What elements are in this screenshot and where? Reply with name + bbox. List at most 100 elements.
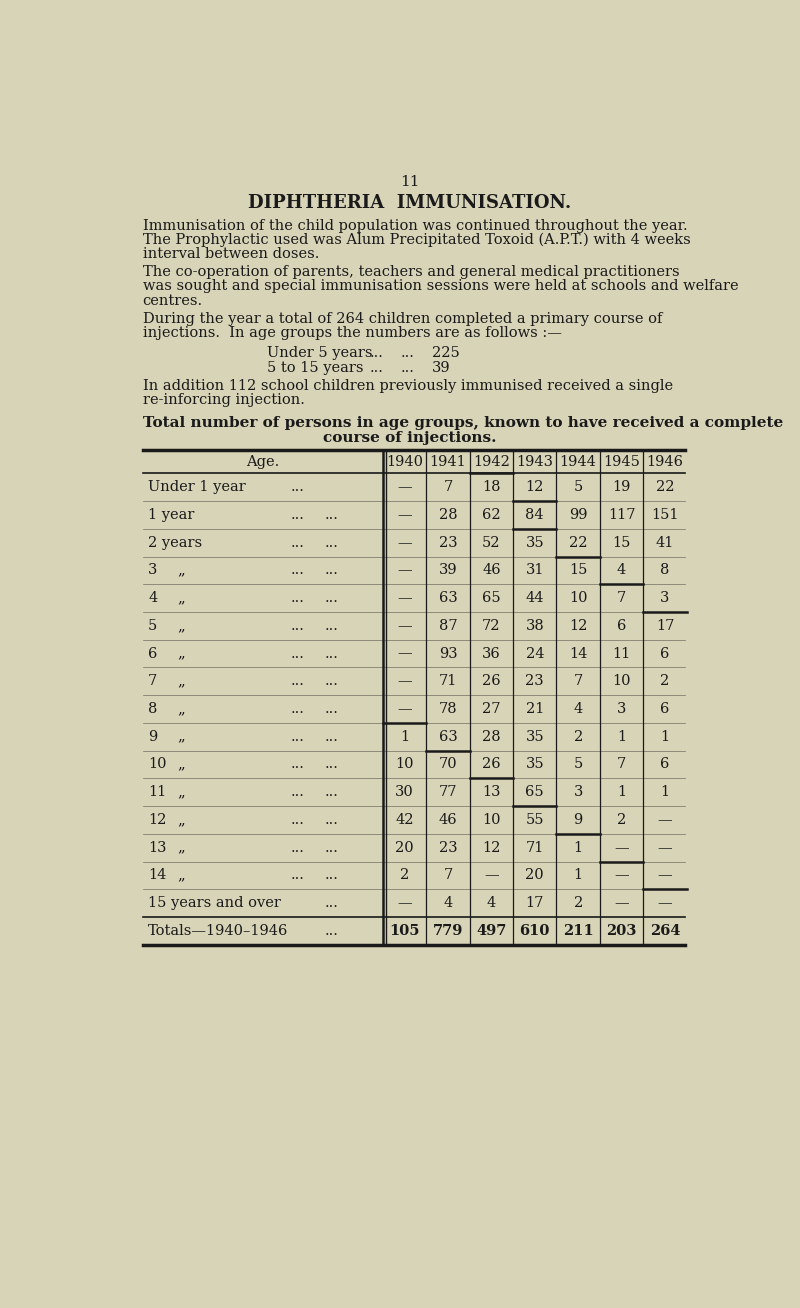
Text: 3: 3: [574, 785, 583, 799]
Text: 15 years and over: 15 years and over: [148, 896, 281, 910]
Text: 39: 39: [432, 361, 450, 374]
Text: —: —: [398, 646, 412, 661]
Text: 39: 39: [438, 564, 458, 577]
Text: 225: 225: [432, 347, 459, 361]
Text: 4: 4: [443, 896, 453, 910]
Text: 87: 87: [438, 619, 458, 633]
Text: 26: 26: [482, 757, 501, 772]
Text: 8: 8: [148, 702, 158, 715]
Text: 36: 36: [482, 646, 501, 661]
Text: 7: 7: [617, 757, 626, 772]
Text: —: —: [398, 675, 412, 688]
Text: 46: 46: [438, 814, 458, 827]
Text: 12: 12: [526, 480, 544, 494]
Text: ...: ...: [401, 361, 414, 374]
Text: 52: 52: [482, 536, 501, 549]
Text: 6: 6: [617, 619, 626, 633]
Text: 8: 8: [660, 564, 670, 577]
Text: „: „: [178, 841, 185, 854]
Text: 11: 11: [400, 175, 420, 188]
Text: 84: 84: [526, 508, 544, 522]
Text: During the year a total of 264 children completed a primary course of: During the year a total of 264 children …: [142, 311, 662, 326]
Text: Age.: Age.: [246, 455, 279, 470]
Text: 1946: 1946: [646, 455, 683, 470]
Text: 151: 151: [651, 508, 678, 522]
Text: 10: 10: [395, 757, 414, 772]
Text: ...: ...: [325, 896, 338, 910]
Text: 41: 41: [656, 536, 674, 549]
Text: 4: 4: [617, 564, 626, 577]
Text: 5: 5: [574, 480, 582, 494]
Text: injections.  In age groups the numbers are as follows :—: injections. In age groups the numbers ar…: [142, 326, 562, 340]
Text: 1945: 1945: [603, 455, 640, 470]
Text: 9: 9: [148, 730, 158, 744]
Text: 21: 21: [526, 702, 544, 715]
Text: 5 to 15 years: 5 to 15 years: [266, 361, 363, 374]
Text: 1942: 1942: [473, 455, 510, 470]
Text: —: —: [484, 869, 498, 883]
Text: 12: 12: [482, 841, 501, 854]
Text: 1: 1: [617, 730, 626, 744]
Text: 1: 1: [574, 869, 582, 883]
Text: 3: 3: [148, 564, 158, 577]
Text: 1: 1: [574, 841, 582, 854]
Text: 35: 35: [526, 757, 544, 772]
Text: ...: ...: [325, 591, 338, 606]
Text: „: „: [178, 702, 185, 715]
Text: 11: 11: [613, 646, 630, 661]
Text: „: „: [178, 757, 185, 772]
Text: 5: 5: [148, 619, 158, 633]
Text: 7: 7: [443, 869, 453, 883]
Text: 19: 19: [612, 480, 630, 494]
Text: 22: 22: [569, 536, 587, 549]
Text: ...: ...: [325, 841, 338, 854]
Text: 99: 99: [569, 508, 587, 522]
Text: ...: ...: [290, 785, 305, 799]
Text: 38: 38: [526, 619, 544, 633]
Text: ...: ...: [325, 702, 338, 715]
Text: ...: ...: [290, 508, 305, 522]
Text: 497: 497: [476, 923, 506, 938]
Text: —: —: [398, 564, 412, 577]
Text: Total number of persons in age groups, known to have received a complete: Total number of persons in age groups, k…: [142, 416, 783, 430]
Text: ...: ...: [290, 814, 305, 827]
Text: 2: 2: [574, 730, 582, 744]
Text: 10: 10: [612, 675, 631, 688]
Text: 7: 7: [443, 480, 453, 494]
Text: 203: 203: [606, 923, 637, 938]
Text: Under 1 year: Under 1 year: [148, 480, 246, 494]
Text: 1943: 1943: [516, 455, 554, 470]
Text: 11: 11: [148, 785, 166, 799]
Text: 4: 4: [574, 702, 582, 715]
Text: 3: 3: [660, 591, 670, 606]
Text: 6: 6: [660, 702, 670, 715]
Text: ...: ...: [401, 347, 414, 361]
Text: 18: 18: [482, 480, 501, 494]
Text: 26: 26: [482, 675, 501, 688]
Text: ...: ...: [290, 480, 305, 494]
Text: 13: 13: [482, 785, 501, 799]
Text: The co-operation of parents, teachers and general medical practitioners: The co-operation of parents, teachers an…: [142, 266, 679, 279]
Text: —: —: [398, 619, 412, 633]
Text: 44: 44: [526, 591, 544, 606]
Text: 1: 1: [661, 730, 670, 744]
Text: 23: 23: [438, 841, 458, 854]
Text: 12: 12: [569, 619, 587, 633]
Text: Immunisation of the child population was continued throughout the year.: Immunisation of the child population was…: [142, 218, 687, 233]
Text: 55: 55: [526, 814, 544, 827]
Text: —: —: [614, 841, 629, 854]
Text: 2: 2: [574, 896, 582, 910]
Text: was sought and special immunisation sessions were held at schools and welfare: was sought and special immunisation sess…: [142, 280, 738, 293]
Text: ...: ...: [290, 730, 305, 744]
Text: 10: 10: [148, 757, 166, 772]
Text: interval between doses.: interval between doses.: [142, 247, 319, 262]
Text: 779: 779: [433, 923, 463, 938]
Text: 1941: 1941: [430, 455, 466, 470]
Text: 35: 35: [526, 730, 544, 744]
Text: 63: 63: [438, 730, 458, 744]
Text: 77: 77: [438, 785, 458, 799]
Text: 2: 2: [660, 675, 670, 688]
Text: 12: 12: [148, 814, 166, 827]
Text: 10: 10: [482, 814, 501, 827]
Text: 65: 65: [526, 785, 544, 799]
